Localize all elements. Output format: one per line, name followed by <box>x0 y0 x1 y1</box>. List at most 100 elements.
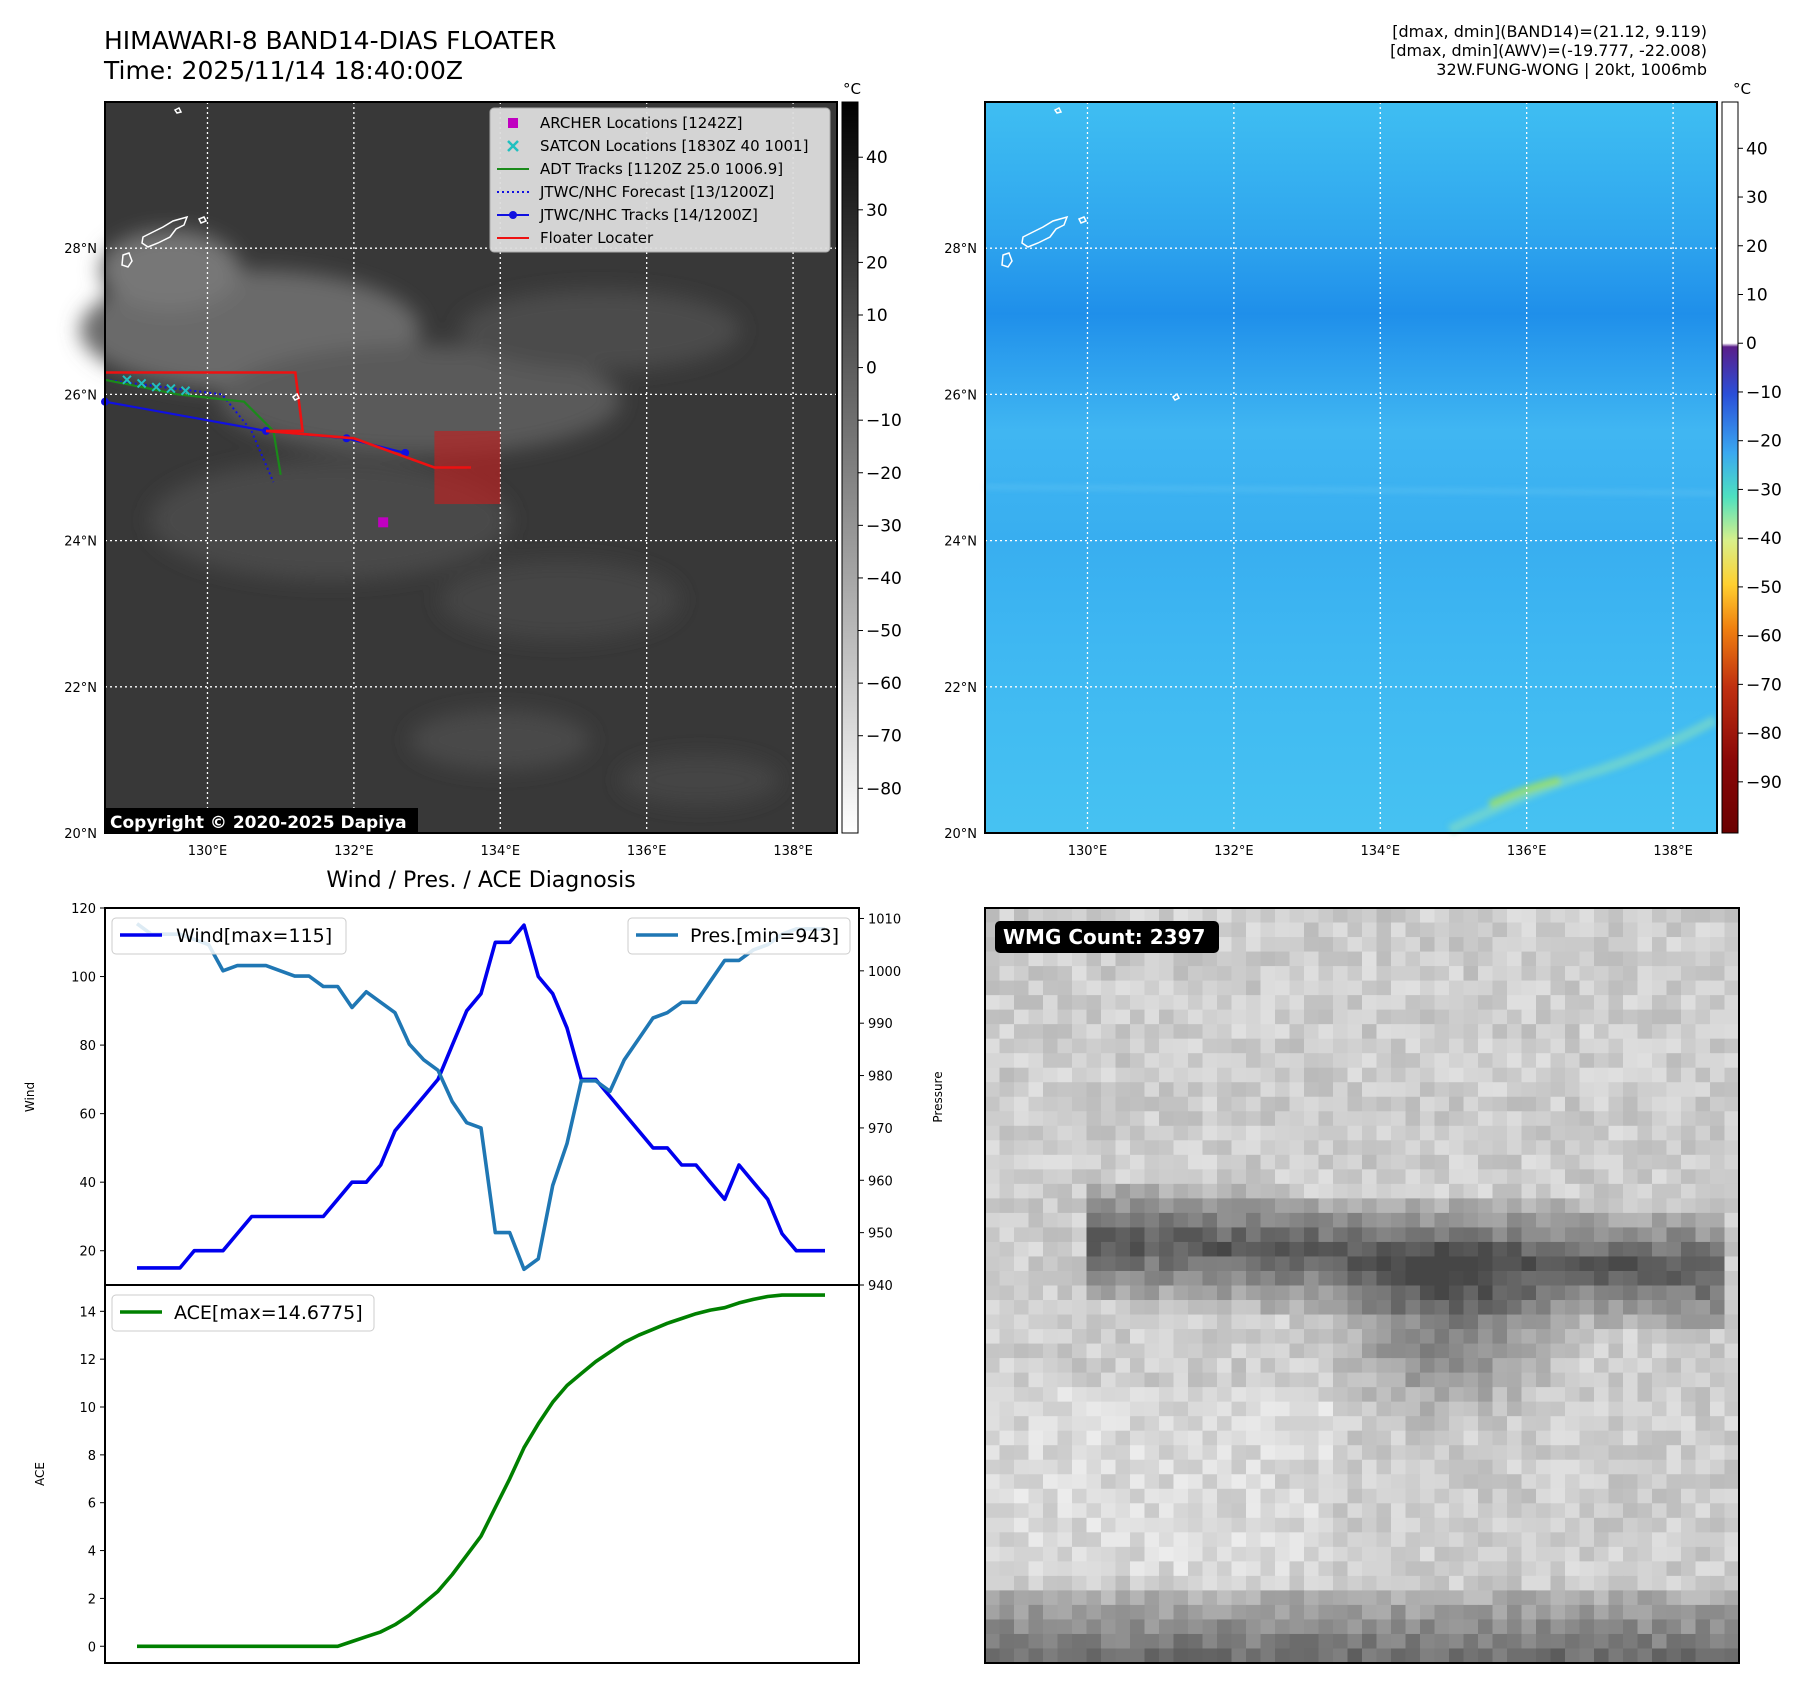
wmg-pixel <box>1275 1604 1291 1621</box>
wmg-pixel <box>1492 1300 1508 1316</box>
wmg-pixel <box>1623 1517 1639 1533</box>
wmg-pixel <box>1492 1343 1508 1359</box>
wmg-pixel <box>1217 1140 1233 1156</box>
wmg-pixel <box>1014 1212 1030 1229</box>
wmg-pixel <box>1579 1488 1595 1504</box>
wmg-pixel <box>1594 1503 1610 1519</box>
ace-tick-label: 2 <box>88 1592 96 1607</box>
wmg-pixel <box>1434 1111 1450 1127</box>
wmg-pixel <box>1594 1561 1610 1577</box>
wmg-pixel <box>1028 1212 1044 1229</box>
wmg-pixel <box>1652 908 1668 924</box>
wmg-pixel <box>1608 966 1624 982</box>
wmg-pixel <box>1420 995 1436 1011</box>
wmg-pixel <box>1101 995 1117 1011</box>
awv-colorbar-tick-label: 20 <box>1746 237 1768 257</box>
wmg-pixel <box>1144 1256 1160 1272</box>
wmg-pixel <box>1666 1256 1682 1272</box>
wmg-pixel <box>1275 1053 1291 1069</box>
wmg-pixel <box>1173 1329 1189 1345</box>
wmg-pixel <box>1594 922 1610 938</box>
wmg-pixel <box>1434 1256 1450 1272</box>
wmg-pixel <box>1637 1561 1653 1577</box>
wmg-pixel <box>1231 1096 1247 1112</box>
wmg-pixel <box>1681 1561 1697 1577</box>
wmg-pixel <box>1072 1009 1088 1025</box>
wmg-pixel <box>1536 1648 1552 1664</box>
wmg-pixel <box>1521 1575 1537 1591</box>
wmg-pixel <box>1362 1358 1378 1374</box>
wmg-pixel <box>1043 1474 1059 1490</box>
wmg-frame <box>984 907 1740 1664</box>
wmg-pixel <box>1057 1024 1073 1040</box>
wmg-pixel <box>1710 1300 1726 1316</box>
wmg-pixel <box>1130 1532 1146 1548</box>
wmg-pixel <box>1724 1154 1740 1170</box>
wmg-pixel <box>1608 1169 1624 1185</box>
wmg-pixel <box>1420 1038 1436 1054</box>
wmg-pixel <box>1246 1300 1262 1316</box>
wmg-pixel <box>1014 1024 1030 1040</box>
wmg-pixel <box>1173 1561 1189 1577</box>
wmg-pixel <box>1014 1401 1030 1417</box>
wmg-pixel <box>1057 966 1073 982</box>
wmg-pixel <box>1014 1140 1030 1156</box>
wmg-pixel <box>1086 1474 1102 1490</box>
wmg-pixel <box>1420 1096 1436 1112</box>
wmg-pixel <box>1550 1488 1566 1504</box>
wmg-pixel <box>1449 1575 1465 1591</box>
wmg-pixel <box>1536 1198 1552 1214</box>
wmg-pixel <box>1014 1053 1030 1069</box>
wmg-pixel <box>1492 1169 1508 1185</box>
wmg-pixel <box>1014 966 1030 982</box>
wmg-pixel <box>1681 1604 1697 1621</box>
wmg-pixel <box>1608 1009 1624 1025</box>
wmg-pixel <box>1521 1343 1537 1359</box>
wmg-pixel <box>1159 908 1175 924</box>
wmg-pixel <box>1188 1459 1204 1475</box>
wmg-pixel <box>1449 1111 1465 1127</box>
band14-lat-label: 24°N <box>64 535 97 550</box>
wmg-pixel <box>1666 1154 1682 1170</box>
wmg-pixel <box>1202 1111 1218 1127</box>
wmg-pixel <box>1652 1227 1668 1243</box>
wmg-pixel <box>1318 1459 1334 1475</box>
wmg-pixel <box>1521 1561 1537 1577</box>
wmg-pixel <box>1478 1314 1494 1330</box>
wmg-pixel <box>1188 1256 1204 1272</box>
wmg-pixel <box>1507 1198 1523 1214</box>
wmg-pixel <box>1536 1183 1552 1199</box>
wmg-pixel <box>1028 1154 1044 1170</box>
wmg-pixel <box>1260 1503 1276 1519</box>
wmg-pixel <box>1463 1270 1479 1287</box>
wmg-pixel <box>1304 1125 1320 1141</box>
band14-colorbar-tick-label: −60 <box>866 674 902 694</box>
wmg-pixel <box>1666 1459 1682 1475</box>
wmg-pixel <box>1724 937 1740 953</box>
wmg-pixel <box>1594 1300 1610 1316</box>
wmg-pixel <box>1043 1372 1059 1388</box>
wmg-pixel <box>985 1053 1001 1069</box>
wmg-pixel <box>1086 1416 1102 1432</box>
wmg-pixel <box>1666 1590 1682 1606</box>
wmg-pixel <box>1652 995 1668 1011</box>
wmg-pixel <box>999 995 1015 1011</box>
wmg-pixel <box>1623 1082 1639 1098</box>
wmg-pixel <box>1594 1256 1610 1272</box>
wmg-pixel <box>1159 1459 1175 1475</box>
wmg-pixel <box>1333 1401 1349 1417</box>
wmg-pixel <box>1695 980 1711 996</box>
wmg-pixel <box>1666 1517 1682 1533</box>
wmg-pixel <box>1202 1125 1218 1141</box>
wmg-pixel <box>1217 1575 1233 1591</box>
wmg-pixel <box>1333 1590 1349 1606</box>
wmg-pixel <box>1565 1372 1581 1388</box>
wmg-pixel <box>1463 1416 1479 1432</box>
wmg-pixel <box>1710 951 1726 967</box>
wmg-pixel <box>1710 1169 1726 1185</box>
wmg-pixel <box>1260 1212 1276 1229</box>
wmg-pixel <box>1376 1401 1392 1417</box>
wmg-pixel <box>1623 1300 1639 1316</box>
wmg-pixel <box>1333 1372 1349 1388</box>
wmg-pixel <box>1710 1198 1726 1214</box>
